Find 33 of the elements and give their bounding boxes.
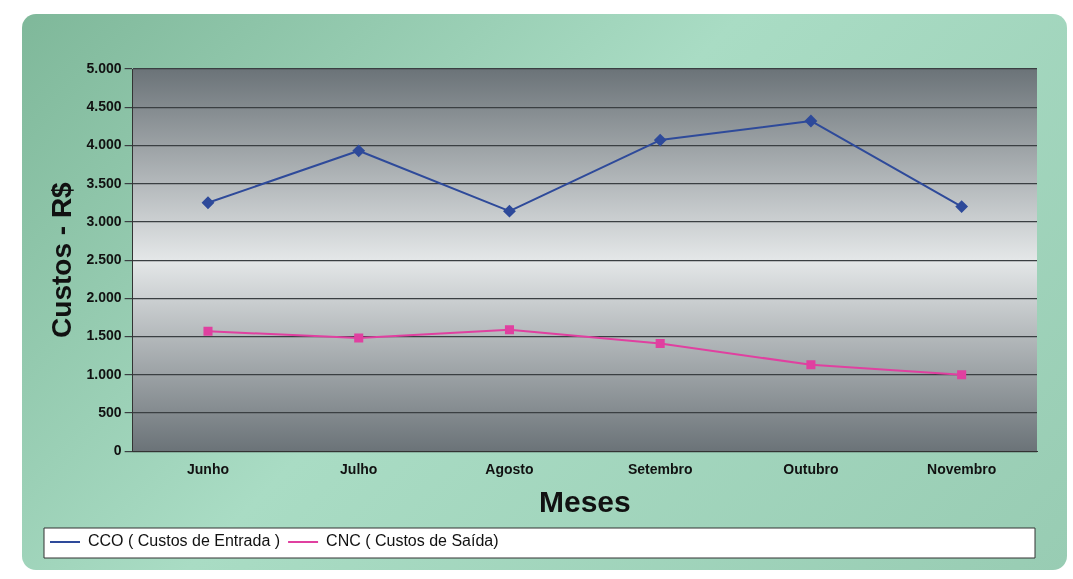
point bbox=[804, 114, 817, 127]
x-tick-label: Novembro bbox=[927, 461, 997, 478]
y-tick-label: 3.500 bbox=[86, 174, 122, 191]
point bbox=[202, 196, 214, 209]
y-tick-label: 500 bbox=[98, 403, 122, 420]
x-tick-label: Agosto bbox=[485, 461, 534, 478]
point bbox=[654, 134, 667, 147]
point bbox=[503, 205, 516, 218]
x-axis-title: Meses bbox=[538, 485, 631, 519]
point bbox=[955, 200, 968, 213]
point bbox=[352, 144, 365, 157]
x-tick-label: Setembro bbox=[627, 461, 693, 478]
y-tick-label: 5.000 bbox=[86, 59, 122, 76]
y-tick-label: 4.500 bbox=[86, 98, 122, 115]
y-tick-label: 2.000 bbox=[86, 289, 122, 306]
y-tick-label: 4.000 bbox=[86, 136, 122, 153]
y-tick-label: 2.500 bbox=[86, 250, 122, 267]
point bbox=[806, 360, 816, 370]
point bbox=[203, 326, 213, 336]
point bbox=[957, 370, 967, 380]
legend-label: CCO ( Custos de Entrada ) bbox=[88, 532, 281, 550]
y-tick-label: 1.000 bbox=[86, 365, 122, 382]
y-axis-title: Custos - R$ bbox=[45, 181, 77, 338]
y-tick-label: 3.000 bbox=[86, 212, 122, 229]
legend-label: CNC ( Custos de Saída) bbox=[326, 532, 499, 550]
y-tick-label: 0 bbox=[113, 442, 122, 459]
point bbox=[655, 338, 665, 348]
x-tick-label: Outubro bbox=[783, 461, 839, 478]
point bbox=[354, 333, 364, 343]
point bbox=[504, 325, 514, 335]
y-tick-label: 1.500 bbox=[86, 327, 122, 344]
x-tick-label: Junho bbox=[187, 461, 229, 478]
x-tick-label: Julho bbox=[340, 461, 378, 478]
